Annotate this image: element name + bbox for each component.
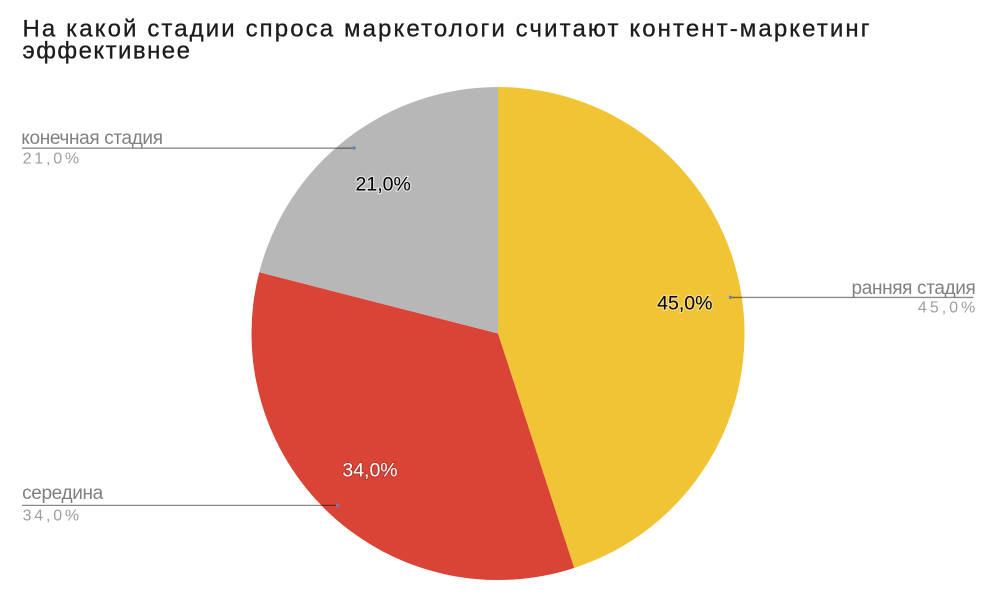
svg-text:середина: середина [22,483,104,504]
svg-text:45,0%: 45,0% [657,293,712,315]
svg-text:конечная стадия: конечная стадия [21,128,162,149]
svg-text:34,0%: 34,0% [342,459,397,481]
svg-text:эффективнее: эффективнее [23,37,192,64]
svg-text:45,0%: 45,0% [918,300,978,317]
svg-text:21,0%: 21,0% [23,150,82,167]
svg-text:На какой стадии спроса маркето: На какой стадии спроса маркетологи счита… [23,15,872,42]
svg-text:ранняя стадия: ранняя стадия [852,278,976,299]
svg-text:21,0%: 21,0% [356,174,411,196]
svg-text:34,0%: 34,0% [23,507,82,524]
